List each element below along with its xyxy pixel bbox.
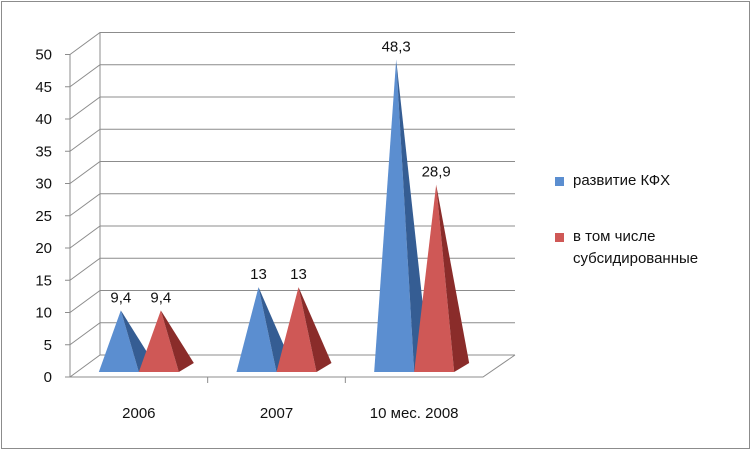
pyramid-front-face: [414, 184, 455, 372]
legend-swatch-blue: [555, 177, 564, 186]
pyramid-front-face: [236, 287, 277, 372]
y-tick-label: 20: [35, 240, 52, 257]
pyramid-front-face: [138, 310, 179, 372]
pyramid-front-face: [98, 310, 139, 372]
x-category-label: 10 мес. 2008: [370, 405, 459, 422]
pyramid-side-face: [436, 184, 470, 372]
y-tick-label: 25: [35, 208, 52, 225]
y-tick-label: 5: [44, 337, 52, 354]
y-tick-label: 50: [35, 47, 52, 64]
gridline: [69, 96, 515, 120]
legend-label-razvitie-kfh: развитие КФХ: [573, 172, 671, 189]
data-label: 9,4: [150, 289, 171, 306]
data-label: 9,4: [110, 289, 131, 306]
legend-item-razvitie-kfh: развитие КФХ: [555, 170, 745, 192]
gridline: [69, 32, 515, 55]
x-category-label: 2007: [260, 405, 293, 422]
y-tick-label: 15: [35, 272, 52, 289]
legend: развитие КФХ в том числе субсидированные: [555, 170, 745, 270]
gridline: [69, 128, 515, 152]
y-tick-label: 40: [35, 111, 52, 128]
x-category-label: 2006: [122, 405, 155, 422]
pyramid-front-face: [374, 59, 415, 373]
pyramid-side-face: [396, 59, 430, 373]
y-tick-label: 10: [35, 305, 52, 322]
legend-swatch-red: [555, 233, 564, 242]
y-tick-label: 45: [35, 79, 52, 96]
gridline: [69, 225, 515, 249]
y-tick-label: 0: [44, 369, 52, 386]
pyramid-marks: [98, 59, 470, 373]
y-tick-labels: 0 5 10 15 20 25 30 35 40 45 50: [35, 47, 52, 387]
legend-label-subsidized-line1: в том числе: [573, 228, 656, 245]
y-tick-label: 35: [35, 143, 52, 160]
y-tick-label: 30: [35, 176, 52, 193]
data-label: 48,3: [382, 38, 411, 55]
data-label: 13: [250, 266, 267, 283]
data-labels: 9,4 13 48,3 9,4 13 28,9: [110, 38, 450, 306]
legend-item-subsidized: в том числе субсидированные: [555, 226, 745, 270]
data-label: 28,9: [422, 164, 451, 181]
pyramid-side-face: [298, 287, 332, 372]
gridline: [69, 64, 515, 88]
x-category-labels: 2006 2007 10 мес. 2008: [122, 405, 458, 422]
gridline: [69, 193, 515, 217]
axes: [65, 32, 516, 383]
legend-label-subsidized-line2: субсидированные: [573, 250, 699, 267]
pyramid-front-face: [276, 287, 317, 372]
data-label: 13: [290, 266, 307, 283]
pyramid-side-face: [160, 310, 194, 372]
